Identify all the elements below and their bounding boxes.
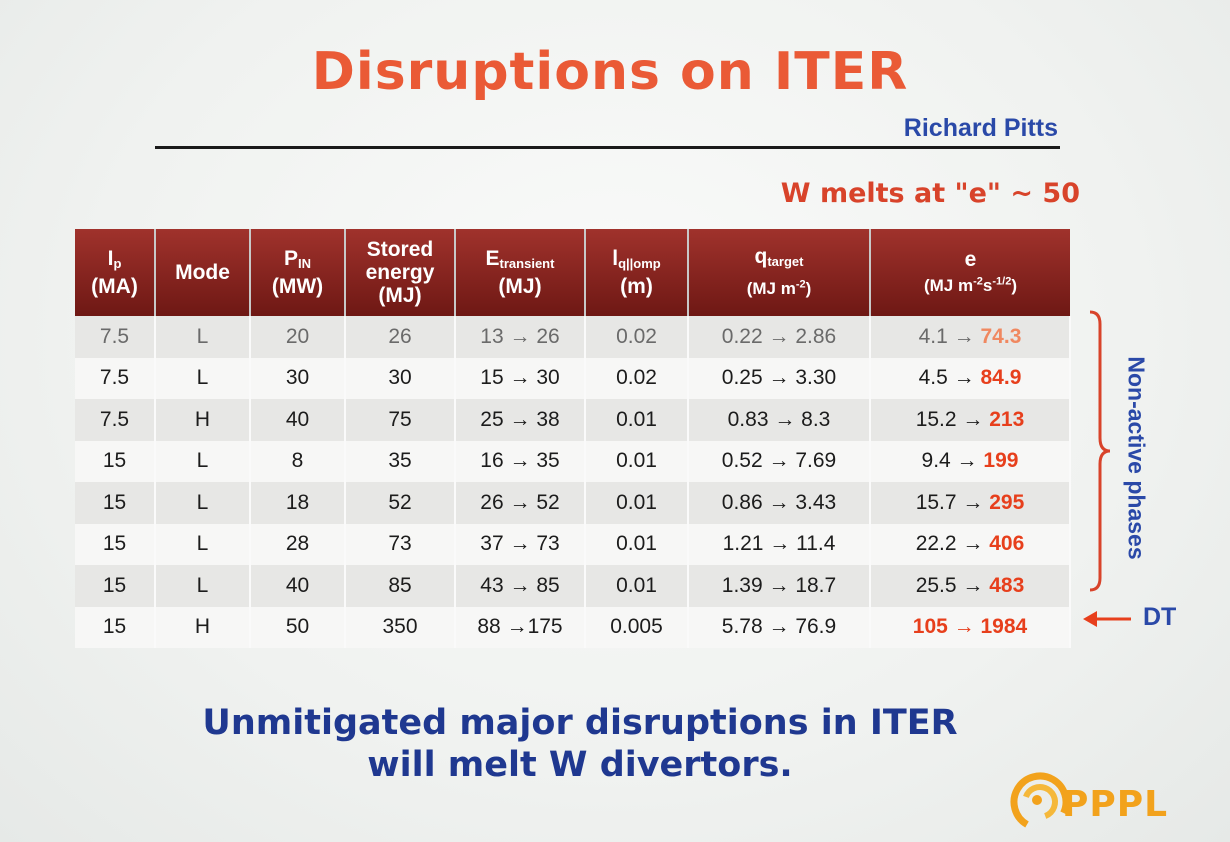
cell-e: 22.2 → 406 — [870, 523, 1071, 565]
conclusion-text: Unmitigated major disruptions in ITER wi… — [202, 703, 958, 785]
cell-stored: 350 — [345, 606, 456, 648]
table-row: 15 L 28 73 37 → 73 0.01 1.21 → 11.4 22.2… — [75, 523, 1071, 565]
cell-lq: 0.01 — [585, 399, 689, 441]
cell-stored: 73 — [345, 523, 456, 565]
cell-e: 4.1 → 74.3 — [870, 316, 1071, 358]
cell-lq: 0.02 — [585, 357, 689, 399]
cell-lq: 0.005 — [585, 606, 689, 648]
author-name: Richard Pitts — [903, 114, 1058, 142]
header-energy-parameter: e (MJ m-2s-1/2) — [870, 229, 1070, 316]
cell-e: 15.7 → 295 — [870, 482, 1071, 524]
cell-ip: 15 — [75, 565, 156, 607]
table-row: 7.5 H 40 75 25 → 38 0.01 0.83 → 8.3 15.2… — [75, 399, 1071, 441]
cell-ip: 15 — [75, 482, 156, 524]
cell-qtarget: 0.25 → 3.30 — [688, 357, 871, 399]
cell-mode: L — [155, 523, 251, 565]
cell-ip: 7.5 — [75, 316, 156, 358]
cell-e: 105 → 1984 — [870, 606, 1071, 648]
cell-etransient: 25 → 38 — [455, 399, 586, 441]
header-stored-energy: Stored energy (MJ) — [345, 229, 456, 316]
header-target-energy: qtarget (MJ m-2) — [688, 229, 871, 316]
table-row: 7.5 L 20 26 13 → 26 0.02 0.22 → 2.86 4.1… — [75, 316, 1071, 358]
title-divider — [155, 146, 1060, 149]
cell-ip: 15 — [75, 606, 156, 648]
header-transient-energy: Etransient (MJ) — [455, 229, 586, 316]
cell-e: 9.4 → 199 — [870, 440, 1071, 482]
cell-qtarget: 1.21 → 11.4 — [688, 523, 871, 565]
header-mode: Mode — [155, 229, 251, 316]
pppl-logo-icon — [1010, 772, 1070, 832]
cell-mode: H — [155, 399, 251, 441]
cell-mode: L — [155, 357, 251, 399]
disruption-table: Ip (MA) Mode PIN (MW) Stored energy (MJ)… — [75, 229, 1071, 648]
table-header-row: Ip (MA) Mode PIN (MW) Stored energy (MJ)… — [75, 229, 1070, 316]
header-input-power: PIN (MW) — [250, 229, 346, 316]
cell-etransient: 37 → 73 — [455, 523, 586, 565]
cell-e: 25.5 → 483 — [870, 565, 1071, 607]
cell-pin: 30 — [250, 357, 346, 399]
cell-pin: 50 — [250, 606, 346, 648]
cell-lq: 0.01 — [585, 440, 689, 482]
header-decay-length: lq||omp (m) — [585, 229, 689, 316]
cell-stored: 85 — [345, 565, 456, 607]
table-row-dt: 15 H 50 350 88 →175 0.005 5.78 → 76.9 10… — [75, 606, 1071, 648]
table-row: 15 L 18 52 26 → 52 0.01 0.86 → 3.43 15.7… — [75, 482, 1071, 524]
dt-label: DT — [1143, 603, 1177, 631]
dt-arrow-icon — [1083, 611, 1131, 627]
cell-mode: L — [155, 565, 251, 607]
table-row: 15 L 8 35 16 → 35 0.01 0.52 → 7.69 9.4 →… — [75, 440, 1071, 482]
cell-qtarget: 0.83 → 8.3 — [688, 399, 871, 441]
slide-title: Disruptions on ITER — [311, 42, 909, 102]
cell-pin: 40 — [250, 565, 346, 607]
cell-pin: 20 — [250, 316, 346, 358]
cell-etransient: 15 → 30 — [455, 357, 586, 399]
cell-lq: 0.01 — [585, 523, 689, 565]
melting-note: W melts at "e" ~ 50 — [780, 178, 1080, 209]
table-row: 7.5 L 30 30 15 → 30 0.02 0.25 → 3.30 4.5… — [75, 357, 1071, 399]
cell-stored: 75 — [345, 399, 456, 441]
cell-pin: 40 — [250, 399, 346, 441]
cell-ip: 7.5 — [75, 399, 156, 441]
cell-ip: 7.5 — [75, 357, 156, 399]
cell-qtarget: 0.22 → 2.86 — [688, 316, 871, 358]
cell-etransient: 26 → 52 — [455, 482, 586, 524]
cell-etransient: 43 → 85 — [455, 565, 586, 607]
cell-qtarget: 0.52 → 7.69 — [688, 440, 871, 482]
cell-qtarget: 1.39 → 18.7 — [688, 565, 871, 607]
cell-etransient: 16 → 35 — [455, 440, 586, 482]
cell-mode: L — [155, 440, 251, 482]
cell-stored: 26 — [345, 316, 456, 358]
cell-mode: L — [155, 316, 251, 358]
cell-ip: 15 — [75, 440, 156, 482]
cell-etransient: 88 →175 — [455, 606, 586, 648]
cell-ip: 15 — [75, 523, 156, 565]
cell-lq: 0.01 — [585, 482, 689, 524]
cell-stored: 35 — [345, 440, 456, 482]
cell-pin: 28 — [250, 523, 346, 565]
cell-mode: H — [155, 606, 251, 648]
cell-e: 4.5 → 84.9 — [870, 357, 1071, 399]
cell-stored: 52 — [345, 482, 456, 524]
header-plasma-current: Ip (MA) — [75, 229, 156, 316]
cell-etransient: 13 → 26 — [455, 316, 586, 358]
table-row: 15 L 40 85 43 → 85 0.01 1.39 → 18.7 25.5… — [75, 565, 1071, 607]
cell-lq: 0.02 — [585, 316, 689, 358]
cell-qtarget: 0.86 → 3.43 — [688, 482, 871, 524]
cell-mode: L — [155, 482, 251, 524]
cell-e: 15.2 → 213 — [870, 399, 1071, 441]
cell-pin: 8 — [250, 440, 346, 482]
cell-lq: 0.01 — [585, 565, 689, 607]
cell-qtarget: 5.78 → 76.9 — [688, 606, 871, 648]
non-active-bracket — [1089, 310, 1111, 592]
pppl-logo-text: PPPL — [1062, 784, 1169, 825]
cell-pin: 18 — [250, 482, 346, 524]
cell-stored: 30 — [345, 357, 456, 399]
